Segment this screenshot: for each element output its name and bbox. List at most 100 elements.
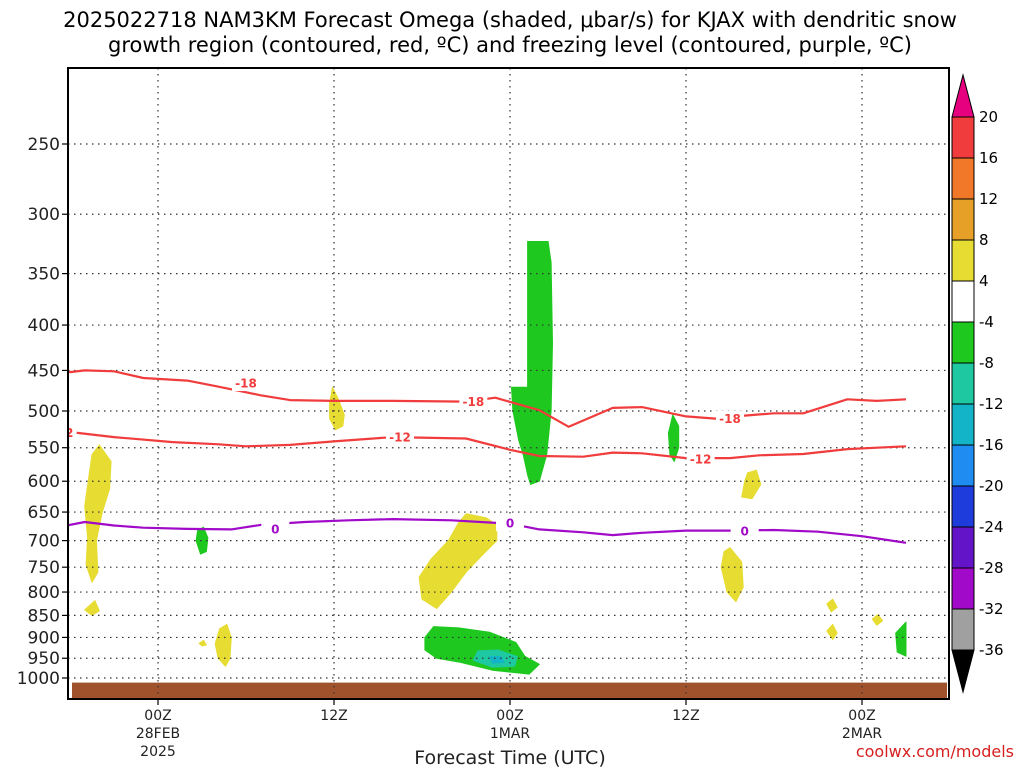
colorbar-tick-1: 16	[979, 149, 998, 167]
colorbar-swatch-5	[951, 321, 975, 364]
colorbar-swatch-4	[951, 280, 975, 323]
ytick-label-950: 950	[28, 649, 60, 669]
colorbar-tick-13: -36	[979, 641, 1004, 659]
colorbar-bottom-arrow	[951, 649, 975, 694]
colorbar-tick-4: 4	[979, 272, 989, 290]
colorbar-tick-3: 8	[979, 231, 989, 249]
colorbar-top-arrow	[951, 73, 975, 118]
xtick-label-0-0: 00Z	[144, 708, 171, 724]
colorbar-swatch-12	[951, 608, 975, 651]
omega-region-5	[329, 386, 345, 431]
contour-label-0-2: -18	[719, 412, 741, 426]
omega-region-1	[84, 600, 100, 616]
omega-region-14	[667, 414, 680, 462]
omega-region-3	[214, 623, 232, 667]
plot-frame	[67, 67, 950, 700]
colorbar-tick-8: -16	[979, 436, 1004, 454]
axis-layer: 2503003504004505005506006507007508008509…	[17, 135, 883, 760]
ytick-label-700: 700	[28, 532, 60, 552]
contour-label-1-2: -12	[690, 452, 712, 466]
colorbar-tick-6: -8	[979, 354, 994, 372]
colorbar-swatch-11	[951, 567, 975, 610]
ytick-label-900: 900	[28, 628, 60, 648]
omega-shading-layer	[84, 241, 907, 675]
omega-region-10	[826, 623, 838, 640]
colorbar-swatch-2	[951, 198, 975, 241]
ytick-label-350: 350	[28, 265, 60, 285]
contour-label-bg-0-1	[459, 393, 488, 410]
colorbar-swatch-7	[951, 403, 975, 446]
contour-label-bg-2-1	[496, 515, 524, 532]
ytick-label-1000: 1000	[17, 669, 60, 689]
omega-region-6	[418, 513, 498, 609]
omega-region-4	[198, 639, 207, 647]
colorbar-tick-10: -24	[979, 518, 1004, 536]
contour-label-bg-0-2	[716, 410, 744, 427]
omega-region-9	[826, 598, 838, 613]
contour-label-2-2: 0	[740, 525, 748, 539]
contour-label-2-0: 0	[271, 522, 279, 536]
xtick-label-12-0: 12Z	[320, 708, 347, 724]
ytick-label-250: 250	[28, 135, 60, 155]
colorbar-swatch-0	[951, 116, 975, 159]
omega-region-12	[511, 241, 553, 485]
ytick-label-300: 300	[28, 205, 60, 225]
ytick-label-800: 800	[28, 583, 60, 603]
terrain-strip	[72, 682, 947, 698]
contour-label-0-1: -18	[462, 395, 484, 409]
omega-region-8	[720, 547, 744, 603]
colorbar-swatch-3	[951, 239, 975, 282]
colorbar-tick-9: -20	[979, 477, 1004, 495]
chart-title-line1: 2025022718 NAM3KM Forecast Omega (shaded…	[63, 8, 957, 32]
contour-label-1-0: -12	[52, 426, 74, 440]
contour-label-2-1: 0	[506, 517, 514, 531]
colorbar-tick-7: -12	[979, 395, 1004, 413]
colorbar: 20 16 12 8 4 -4 -8 -12 -16 -20 -24 -28 -32 -36	[951, 73, 1004, 694]
ytick-label-850: 850	[28, 606, 60, 626]
omega-region-18	[489, 656, 505, 664]
ytick-label-600: 600	[28, 472, 60, 492]
colorbar-swatch-6	[951, 362, 975, 405]
contour-label-bg-1-0	[68, 424, 77, 441]
ytick-label-450: 450	[28, 361, 60, 381]
contour-line-1	[68, 430, 907, 460]
colorbar-tick-2: 12	[979, 190, 998, 208]
ytick-label-750: 750	[28, 558, 60, 578]
credit-text: coolwx.com/models	[856, 742, 1014, 761]
colorbar-tick-12: -32	[979, 600, 1004, 618]
ytick-label-500: 500	[28, 402, 60, 422]
colorbar-swatch-1	[951, 157, 975, 200]
colorbar-swatch-9	[951, 485, 975, 528]
xtick-label-24-1: 1MAR	[490, 726, 531, 742]
contour-label-1-1: -12	[389, 431, 411, 445]
contour-label-bg-1-1	[386, 429, 414, 446]
chart-title-line2: growth region (contoured, red, ºC) and f…	[108, 33, 912, 57]
omega-region-13	[195, 526, 209, 555]
omega-region-7	[741, 469, 762, 500]
ytick-label-400: 400	[28, 316, 60, 336]
colorbar-tick-5: -4	[979, 313, 994, 331]
omega-region-16	[895, 621, 907, 657]
contour-layer: -18 -18 -18 -12 -12 -12 0 0 0	[52, 369, 907, 544]
contour-label-bg-1-2	[686, 450, 715, 467]
contour-label-bg-2-2	[730, 523, 759, 540]
terrain-layer	[72, 682, 947, 698]
colorbar-swatch-10	[951, 526, 975, 569]
xtick-label-48-1: 2MAR	[842, 726, 883, 742]
omega-region-11	[871, 614, 883, 626]
ytick-label-550: 550	[28, 439, 60, 459]
xtick-label-36-0: 12Z	[672, 708, 699, 724]
colorbar-swatch-8	[951, 444, 975, 487]
contour-label-0-0: -18	[235, 377, 257, 391]
xtick-label-24-0: 00Z	[496, 708, 523, 724]
contour-label-bg-0-0	[232, 375, 260, 392]
xtick-label-0-1: 28FEB	[136, 726, 180, 742]
omega-region-0	[84, 444, 112, 583]
ytick-label-650: 650	[28, 503, 60, 523]
colorbar-tick-11: -28	[979, 559, 1004, 577]
xtick-label-0-2: 2025	[140, 744, 176, 760]
contour-label-bg-2-0	[261, 520, 290, 537]
xtick-label-48-0: 00Z	[848, 708, 875, 724]
colorbar-tick-0: 20	[979, 108, 998, 126]
